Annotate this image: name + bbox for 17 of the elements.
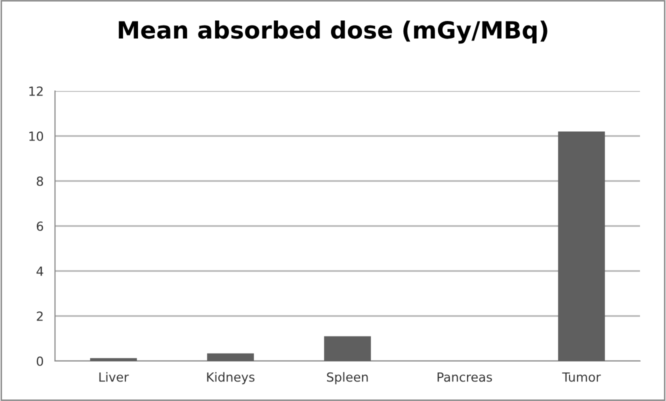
bar [558,132,605,361]
x-tick-label: Kidneys [207,372,254,384]
chart-title: Mean absorbed dose (mGy/MBq) [118,20,548,44]
bar [324,336,371,361]
bar [207,353,254,361]
y-tick-label: 4 [36,266,44,276]
y-tick-label: 2 [36,311,43,321]
x-tick-label: Pancreas [438,372,492,382]
y-tick-label: 6 [36,221,44,231]
x-tick-label: Liver [99,372,129,382]
x-tick-label: Spleen [327,372,368,384]
y-tick-label: 8 [36,176,44,186]
y-tick-label: 0 [36,356,44,366]
x-tick-label: Tumor [562,372,601,382]
y-tick-label: 10 [29,131,44,141]
y-tick-label: 12 [29,86,43,96]
bar [90,358,137,361]
